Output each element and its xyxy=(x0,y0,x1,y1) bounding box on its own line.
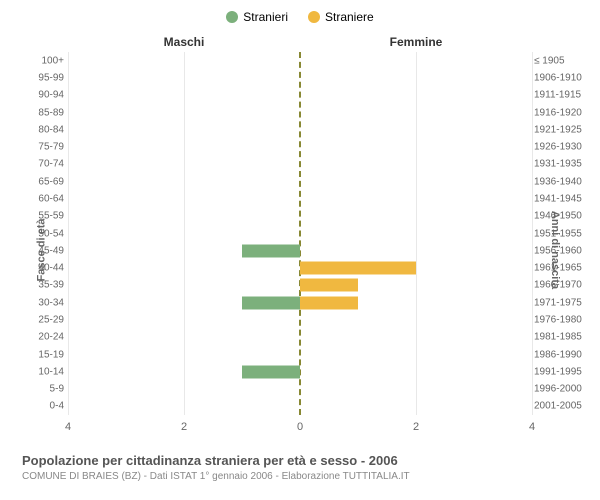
y-tick-birth: 1906-1910 xyxy=(534,72,590,83)
y-tick-birth: 1921-1925 xyxy=(534,124,590,135)
y-tick-age: 30-34 xyxy=(28,297,64,308)
y-tick-birth: 1961-1965 xyxy=(534,263,590,274)
grid-line xyxy=(532,52,533,415)
y-tick-age: 65-69 xyxy=(28,176,64,187)
y-tick-birth: ≤ 1905 xyxy=(534,55,590,66)
y-tick-birth: 1951-1955 xyxy=(534,228,590,239)
y-tick-birth: 1986-1990 xyxy=(534,349,590,360)
y-tick-birth: 1976-1980 xyxy=(534,314,590,325)
y-tick-birth: 1981-1985 xyxy=(534,332,590,343)
x-tick: 2 xyxy=(181,421,187,433)
grid-line xyxy=(68,52,69,415)
footer: Popolazione per cittadinanza straniera p… xyxy=(22,453,578,482)
header-female: Femmine xyxy=(300,35,532,49)
y-tick-birth: 1926-1930 xyxy=(534,142,590,153)
legend: Stranieri Straniere xyxy=(10,10,590,24)
y-tick-age: 25-29 xyxy=(28,314,64,325)
y-tick-birth: 1966-1970 xyxy=(534,280,590,291)
bar-male xyxy=(242,296,300,309)
chart-container: Stranieri Straniere Maschi Femmine Fasce… xyxy=(0,0,600,500)
y-tick-age: 0-4 xyxy=(28,401,64,412)
y-tick-birth: 1991-1995 xyxy=(534,366,590,377)
y-tick-birth: 1996-2000 xyxy=(534,384,590,395)
grid-line xyxy=(416,52,417,415)
legend-item-male: Stranieri xyxy=(226,10,288,24)
y-tick-age: 85-89 xyxy=(28,107,64,118)
bar-male xyxy=(242,365,300,378)
legend-label-male: Stranieri xyxy=(243,10,288,24)
x-tick: 2 xyxy=(413,421,419,433)
y-tick-birth: 1911-1915 xyxy=(534,90,590,101)
header-male: Maschi xyxy=(68,35,300,49)
x-tick: 4 xyxy=(65,421,71,433)
grid-line xyxy=(184,52,185,415)
legend-marker-male xyxy=(226,11,238,23)
y-tick-age: 100+ xyxy=(28,55,64,66)
y-tick-birth: 1946-1950 xyxy=(534,211,590,222)
y-tick-birth: 2001-2005 xyxy=(534,401,590,412)
footer-subtitle: COMUNE DI BRAIES (BZ) - Dati ISTAT 1° ge… xyxy=(22,471,578,482)
y-tick-birth: 1956-1960 xyxy=(534,245,590,256)
legend-item-female: Straniere xyxy=(308,10,374,24)
y-tick-age: 50-54 xyxy=(28,228,64,239)
y-tick-birth: 1941-1945 xyxy=(534,193,590,204)
bar-male xyxy=(242,244,300,257)
legend-label-female: Straniere xyxy=(325,10,374,24)
y-tick-age: 95-99 xyxy=(28,72,64,83)
y-tick-birth: 1936-1940 xyxy=(534,176,590,187)
y-tick-age: 90-94 xyxy=(28,90,64,101)
plot-area: 42024100+≤ 190595-991906-191090-941911-1… xyxy=(68,52,532,415)
bar-female xyxy=(300,279,358,292)
x-tick: 0 xyxy=(297,421,303,433)
y-tick-age: 5-9 xyxy=(28,384,64,395)
y-tick-age: 15-19 xyxy=(28,349,64,360)
y-tick-age: 45-49 xyxy=(28,245,64,256)
y-tick-birth: 1971-1975 xyxy=(534,297,590,308)
y-tick-birth: 1931-1935 xyxy=(534,159,590,170)
center-line xyxy=(299,52,301,415)
y-tick-age: 60-64 xyxy=(28,193,64,204)
bar-female xyxy=(300,262,416,275)
column-headers: Maschi Femmine xyxy=(68,35,532,49)
y-tick-age: 80-84 xyxy=(28,124,64,135)
y-tick-birth: 1916-1920 xyxy=(534,107,590,118)
y-tick-age: 10-14 xyxy=(28,366,64,377)
y-tick-age: 20-24 xyxy=(28,332,64,343)
y-tick-age: 40-44 xyxy=(28,263,64,274)
y-tick-age: 55-59 xyxy=(28,211,64,222)
y-tick-age: 35-39 xyxy=(28,280,64,291)
footer-title: Popolazione per cittadinanza straniera p… xyxy=(22,453,578,468)
bar-female xyxy=(300,296,358,309)
legend-marker-female xyxy=(308,11,320,23)
y-tick-age: 75-79 xyxy=(28,142,64,153)
y-tick-age: 70-74 xyxy=(28,159,64,170)
x-tick: 4 xyxy=(529,421,535,433)
